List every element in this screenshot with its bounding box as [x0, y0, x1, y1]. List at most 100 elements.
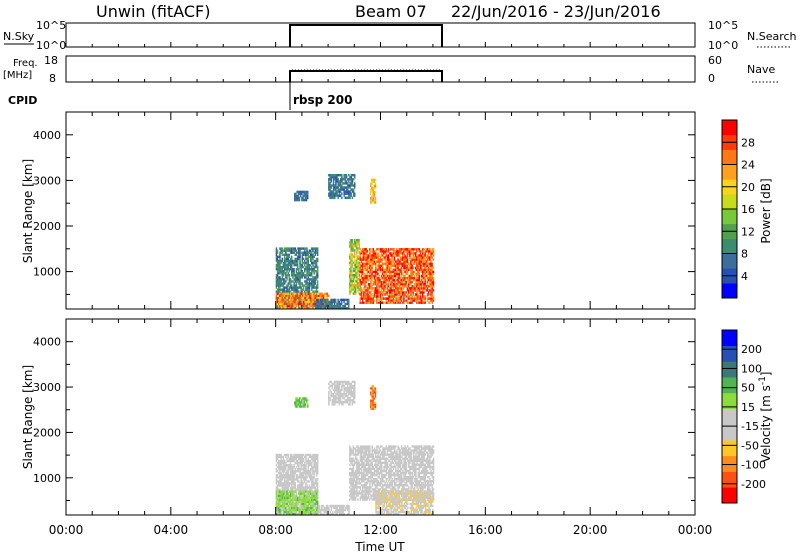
range-gate-cell — [369, 498, 371, 501]
range-gate-cell — [377, 278, 379, 282]
range-gate-cell — [378, 299, 380, 302]
range-gate-cell — [295, 276, 298, 279]
range-gate-cell — [351, 271, 353, 275]
range-gate-cell — [389, 268, 391, 271]
range-gate-cell — [307, 468, 309, 471]
range-gate-cell — [392, 252, 395, 255]
range-gate-cell — [410, 289, 412, 292]
range-gate-cell — [365, 496, 368, 499]
range-gate-cell — [388, 465, 390, 469]
range-gate-cell — [323, 508, 325, 512]
range-gate-cell — [349, 196, 351, 199]
range-gate-cell — [373, 492, 376, 495]
range-gate-cell — [345, 306, 348, 310]
range-gate-cell — [285, 296, 287, 300]
range-gate-cell — [296, 300, 299, 304]
range-gate-cell — [299, 486, 301, 489]
range-gate-cell — [282, 265, 285, 269]
range-gate-cell — [347, 504, 349, 508]
range-gate-cell — [295, 492, 298, 495]
range-gate-cell — [364, 490, 366, 493]
range-gate-cell — [291, 306, 293, 310]
range-gate-cell — [302, 190, 304, 194]
range-gate-cell — [370, 467, 372, 471]
range-gate-cell — [289, 459, 292, 463]
range-gate-cell — [278, 282, 280, 285]
range-gate-cell — [370, 297, 372, 300]
range-gate-cell — [289, 488, 292, 491]
range-gate-cell — [377, 295, 379, 298]
range-gate-cell — [323, 306, 325, 310]
range-gate-cell — [312, 247, 314, 250]
range-gate-cell — [356, 449, 358, 452]
range-gate-cell — [296, 298, 299, 302]
range-gate-cell — [382, 455, 384, 458]
range-gate-cell — [356, 473, 358, 477]
range-gate-cell — [287, 476, 289, 479]
range-gate-cell — [341, 176, 343, 179]
range-gate-cell — [288, 280, 291, 283]
range-gate-cell — [306, 496, 308, 499]
range-gate-cell — [345, 188, 348, 191]
range-gate-cell — [354, 486, 357, 489]
range-gate-cell — [311, 504, 313, 508]
range-gate-cell — [357, 482, 359, 485]
range-gate-cell — [287, 506, 289, 510]
range-gate-cell — [292, 276, 294, 279]
range-gate-cell — [293, 498, 295, 501]
range-gate-cell — [298, 278, 300, 281]
range-gate-cell — [360, 264, 363, 267]
range-gate-cell — [360, 287, 363, 290]
range-gate-cell — [276, 500, 279, 503]
range-gate-cell — [338, 304, 341, 308]
range-gate-cell — [362, 494, 364, 497]
range-gate-cell — [332, 188, 335, 191]
range-gate-cell — [354, 239, 357, 242]
range-gate-cell — [311, 274, 313, 277]
range-gate-cell — [286, 255, 288, 258]
range-gate-cell — [348, 174, 350, 177]
range-gate-cell — [385, 471, 388, 475]
range-gate-cell — [380, 476, 383, 479]
range-gate-cell — [373, 498, 376, 501]
range-gate-cell — [385, 490, 388, 493]
range-gate-cell — [313, 306, 315, 310]
range-gate-cell — [332, 176, 335, 179]
range-gate-cell — [283, 302, 286, 306]
range-gate-cell — [308, 508, 311, 512]
range-gate-cell — [420, 262, 423, 265]
range-gate-cell — [309, 302, 312, 306]
range-gate-cell — [298, 294, 300, 297]
range-gate-cell — [420, 268, 423, 271]
range-gate-cell — [314, 296, 317, 300]
range-gate-cell — [316, 496, 319, 499]
range-gate-cell — [286, 259, 288, 263]
range-gate-cell — [308, 510, 311, 514]
range-gate-cell — [313, 296, 315, 300]
range-gate-cell — [281, 259, 284, 263]
range-gate-cell — [324, 300, 326, 304]
range-gate-cell — [349, 241, 351, 244]
range-gate-cell — [338, 504, 341, 508]
range-gate-cell — [322, 296, 325, 300]
range-gate-cell — [412, 250, 415, 253]
range-gate-cell — [300, 306, 302, 310]
range-gate-cell — [299, 284, 301, 287]
range-gate-cell — [376, 268, 378, 271]
range-gate-cell — [410, 278, 412, 282]
range-gate-cell — [351, 498, 353, 501]
range-gate-cell — [354, 496, 357, 499]
range-gate-cell — [379, 278, 382, 282]
range-gate-cell — [298, 302, 300, 306]
range-gate-cell — [285, 257, 287, 261]
range-gate-cell — [354, 288, 357, 291]
range-gate-cell — [278, 268, 280, 271]
range-gate-cell — [431, 276, 433, 280]
range-gate-cell — [289, 296, 292, 300]
range-gate-cell — [316, 259, 319, 263]
range-gate-cell — [362, 447, 364, 450]
range-gate-cell — [288, 496, 291, 499]
range-gate-cell — [307, 292, 309, 295]
range-gate-cell — [307, 490, 309, 493]
range-gate-cell — [336, 190, 338, 193]
